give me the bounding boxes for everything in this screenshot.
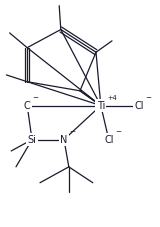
Text: Cl: Cl [104,135,114,145]
Text: +4: +4 [108,95,117,101]
Text: −: − [115,129,121,135]
Text: C: C [24,101,31,111]
Text: N: N [60,135,68,145]
Text: Cl: Cl [134,101,144,111]
Text: Si: Si [28,135,36,145]
Text: −: − [32,95,38,101]
Text: −: − [145,95,151,101]
Text: −: − [69,129,75,135]
Text: Ti: Ti [97,101,105,111]
